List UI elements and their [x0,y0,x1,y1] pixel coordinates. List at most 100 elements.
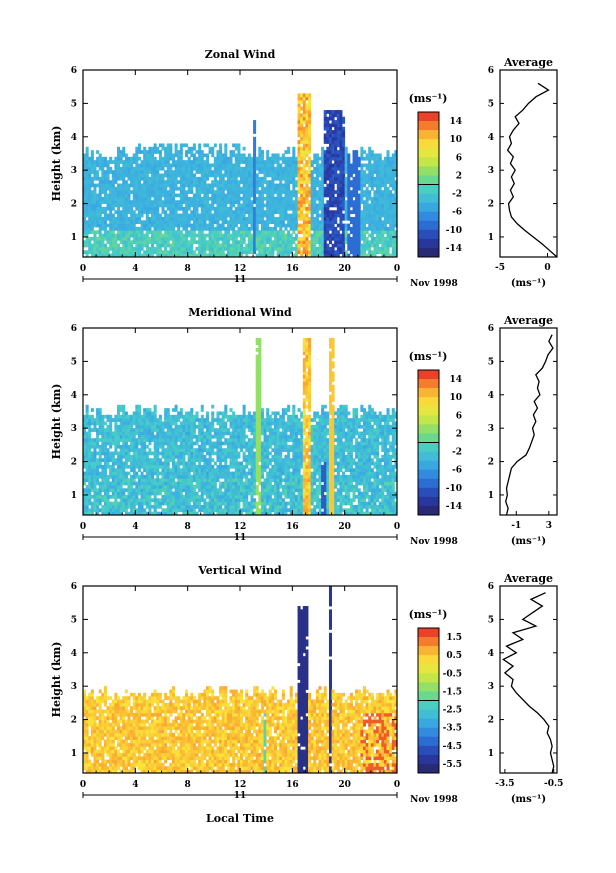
heatmap-cell [119,213,123,218]
heatmap-cell [96,498,100,503]
heatmap-cell [114,468,118,472]
heatmap-cell [177,501,181,506]
heatmap-cell [287,160,291,164]
heatmap-cell [114,441,118,446]
heatmap-cell [279,200,283,204]
heatmap-cell [263,190,267,194]
heatmap-cell [313,226,317,231]
heatmap-cell [143,170,147,174]
heatmap-cell [130,216,134,221]
heatmap-cell [169,428,173,432]
heatmap-cell [187,253,191,258]
heatmap-cell [245,246,249,251]
heatmap-cell [334,220,338,225]
heatmap-cell [305,150,309,154]
heatmap-cell [124,478,128,483]
heatmap-cell [211,253,215,258]
heatmap-cell [132,250,136,255]
heatmap-cell [185,501,189,506]
heatmap-cell [187,474,191,479]
heatmap-cell [237,180,241,184]
heatmap-cell [169,236,173,241]
heatmap-cell [300,203,304,208]
heatmap-cell [266,233,270,238]
heatmap-cell [145,454,149,459]
heatmap-cell [266,210,270,214]
heatmap-cell [336,230,340,235]
heatmap-cell [271,206,275,211]
heatmap-cell [83,464,87,469]
heatmap-cell [224,220,228,225]
heatmap-cell [111,196,115,201]
heatmap-cell [169,431,173,436]
heatmap-cell [342,186,346,191]
heatmap-cell [232,153,236,158]
heatmap-cell [148,448,152,452]
heatmap-cell [117,210,121,214]
heatmap-cell [117,246,121,251]
heatmap-cell [213,246,217,251]
heatmap-cell [292,223,296,228]
heatmap-cell [310,186,314,191]
colorbar-segment [418,139,439,149]
heatmap-cell [192,441,196,446]
heatmap-cell [328,136,332,141]
heatmap-cell [302,166,306,171]
heatmap-cell [391,166,395,171]
heatmap-cell [101,498,105,503]
heatmap-cell [360,223,364,228]
heatmap-cell [93,481,97,486]
heatmap-cell [109,203,113,208]
heatmap-cell [101,468,105,472]
heatmap-cell [373,196,377,201]
heatmap-cell [292,230,296,235]
heatmap-cell [117,428,121,432]
heatmap-cell [145,458,149,462]
heatmap-cell [344,186,348,191]
heatmap-cell [145,478,149,483]
heatmap-cell [90,441,94,446]
heatmap-cell [96,220,100,225]
heatmap-cell [124,163,128,168]
heatmap-cell [85,210,89,214]
heatmap-cell [124,504,128,509]
heatmap-cell [187,170,191,174]
heatmap-cell [281,230,285,235]
heatmap-cell [331,220,335,225]
heatmap-cell [391,216,395,221]
heatmap-cell [378,223,382,228]
heatmap-cell [331,140,335,144]
heatmap-cell [171,504,175,509]
heatmap-cell [148,501,152,506]
heatmap-cell [289,166,293,171]
heatmap-cell [106,253,110,258]
heatmap-cell [203,213,207,218]
heatmap-cell [190,166,194,171]
heatmap-cell [177,206,181,211]
heatmap-cell [132,233,136,238]
heatmap-cell [83,173,87,178]
heatmap-cell [365,193,369,198]
heatmap-cell [224,206,228,211]
heatmap-cell [205,240,209,245]
heatmap-cell [166,511,170,516]
heatmap-cell [368,176,372,181]
heatmap-cell [352,206,356,211]
heatmap-cell [182,434,186,439]
heatmap-cell [336,206,340,211]
heatmap-cell [250,216,254,221]
heatmap-cell [321,233,325,238]
heatmap-cell [169,200,173,204]
heatmap-cell [109,243,113,248]
heatmap-cell [132,441,136,446]
heatmap-cell [185,246,189,251]
heatmap-cell [242,153,246,158]
heatmap-cell [137,498,141,503]
heatmap-cell [383,213,387,218]
heatmap-cell [268,230,272,235]
heatmap-cell [132,511,136,516]
heatmap-cell [153,464,157,469]
heatmap-cell [255,246,259,251]
heatmap-cell [182,444,186,449]
heatmap-cell [127,183,131,188]
